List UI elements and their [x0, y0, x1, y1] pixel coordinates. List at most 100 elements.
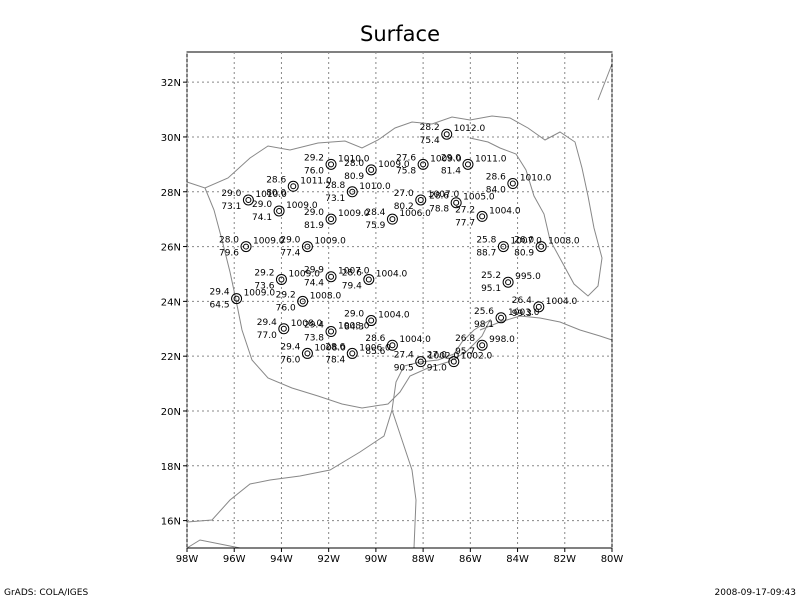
station-marker-inner: [328, 161, 335, 168]
station-temperature: 28.6: [266, 175, 286, 185]
station-pressure: 1008.0: [291, 319, 323, 329]
station-temperature: 29.4: [257, 318, 277, 328]
station-dewpoint: 78.4: [325, 355, 345, 365]
coastline: [186, 63, 613, 549]
station-dewpoint: 80.0: [266, 188, 286, 198]
station-dewpoint: 78.8: [429, 205, 449, 215]
station-temperature: 28.6: [365, 334, 385, 344]
station-pressure: 1009.0: [253, 237, 285, 247]
station-pressure: 1007.0: [510, 237, 542, 247]
station-marker: [386, 213, 398, 225]
station-temperature: 25.6: [474, 307, 494, 317]
station-marker-inner: [417, 358, 424, 365]
station-dewpoint: 74.4: [304, 279, 324, 289]
station-marker: [325, 158, 337, 170]
station-pressure: 1005.0: [463, 193, 495, 203]
station: 25.2 95.1 995.0: [481, 271, 541, 294]
station-temperature: 29.0: [304, 208, 324, 218]
station-temperature: 29.9: [304, 266, 324, 276]
station-pressure: 1009.0: [286, 201, 318, 211]
station-pressure: 1004.0: [489, 206, 521, 216]
x-tick-label: 92W: [317, 554, 340, 565]
station-marker: [365, 315, 377, 327]
plot-frame: [186, 51, 613, 549]
station-dewpoint: 73.6: [254, 281, 274, 291]
station-dewpoint: 95.1: [481, 284, 501, 294]
station-marker-inner: [479, 213, 486, 220]
y-tick-label: 30N: [161, 133, 181, 144]
station-temperature: 29.0: [344, 310, 364, 320]
station-dewpoint: 98.1: [474, 320, 494, 330]
station: 29.4 77.0 1008.0: [257, 318, 323, 341]
station-marker-inner: [299, 298, 306, 305]
station-marker: [242, 194, 254, 206]
station-marker-inner: [420, 161, 427, 168]
station-marker: [325, 326, 337, 338]
station-temperature: 25.8: [476, 236, 496, 246]
station: 29.0 77.4 1009.0: [280, 236, 346, 259]
station-dewpoint: 95.7: [455, 347, 475, 357]
station-pressure: 1008.0: [338, 322, 370, 332]
station-marker: [497, 241, 509, 253]
station-marker: [346, 347, 358, 359]
station: 28.0 80.9 1009.0: [344, 159, 410, 182]
station-marker: [415, 194, 427, 206]
station-pressure: 1008.0: [314, 343, 346, 353]
station-marker: [240, 241, 252, 253]
station-temperature: 29.0: [221, 189, 241, 199]
station-dewpoint: 75.8: [396, 166, 416, 176]
station-temperature: 28.0: [219, 236, 239, 246]
station-pressure: 1009.0: [244, 289, 276, 299]
station-dewpoint: 90.5: [394, 364, 414, 374]
station-temperature: 29.0: [252, 200, 272, 210]
station-marker-inner: [365, 276, 372, 283]
station: 29.4 64.5 1009.0: [210, 288, 276, 311]
station: 29.0 84.3 1004.0: [344, 310, 410, 333]
station-marker-inner: [328, 273, 335, 280]
station-pressure: 995.0: [515, 272, 541, 282]
station: 29.4 73.8 1008.0: [304, 321, 370, 344]
x-tick-label: 90W: [365, 554, 388, 565]
station: 27.2 77.7 1004.0: [455, 205, 521, 228]
station-marker: [273, 205, 285, 217]
y-tick-label: 16N: [161, 517, 181, 528]
station: 28.6 85.6 1004.0: [365, 334, 431, 357]
station: 26.0 80.9 1008.0: [514, 236, 580, 259]
station-pressure: 1010.0: [359, 182, 391, 192]
station-pressure: 1009.0: [314, 237, 346, 247]
station: 28.8 73.1 1010.0: [325, 181, 391, 204]
station-marker: [231, 293, 243, 305]
station: 28.6 84.0 1010.0: [486, 173, 552, 196]
station-pressure: 1008.0: [310, 291, 342, 301]
station-dewpoint: 74.1: [252, 213, 272, 223]
station-dewpoint: 64.5: [210, 301, 230, 311]
station-dewpoint: 88.7: [476, 249, 496, 259]
station-dewpoint: 79.4: [342, 281, 362, 291]
station-marker: [415, 356, 427, 368]
station-marker-inner: [328, 328, 335, 335]
x-tick-label: 98W: [176, 554, 199, 565]
station-dewpoint: 75.4: [420, 136, 440, 146]
station-temperature: 26.4: [512, 296, 532, 306]
station-dewpoint: 81.4: [441, 166, 461, 176]
station-temperature: 27.4: [394, 351, 414, 361]
station-temperature: 27.2: [455, 205, 475, 215]
x-tick-label: 96W: [223, 554, 246, 565]
station-marker-inner: [368, 317, 375, 324]
station: 28.6 78.4 1006.0: [325, 342, 391, 365]
station: 28.2 75.4 1012.0: [420, 123, 486, 146]
station-pressure: 1009.0: [338, 209, 370, 219]
station-dewpoint: 76.0: [280, 355, 300, 365]
y-tick-label: 24N: [161, 297, 181, 308]
station-marker-inner: [535, 303, 542, 310]
station-temperature: 26.8: [455, 334, 475, 344]
station-dewpoint: 84.3: [344, 323, 364, 333]
cuba-coast: [479, 315, 613, 341]
y-tick-label: 28N: [161, 188, 181, 199]
station-marker: [507, 178, 519, 190]
station-dewpoint: 77.0: [257, 331, 277, 341]
footer-right: 2008-09-17-09:43: [715, 588, 797, 598]
station-marker: [476, 210, 488, 222]
station-marker-inner: [505, 279, 512, 286]
station-marker-inner: [349, 188, 356, 195]
